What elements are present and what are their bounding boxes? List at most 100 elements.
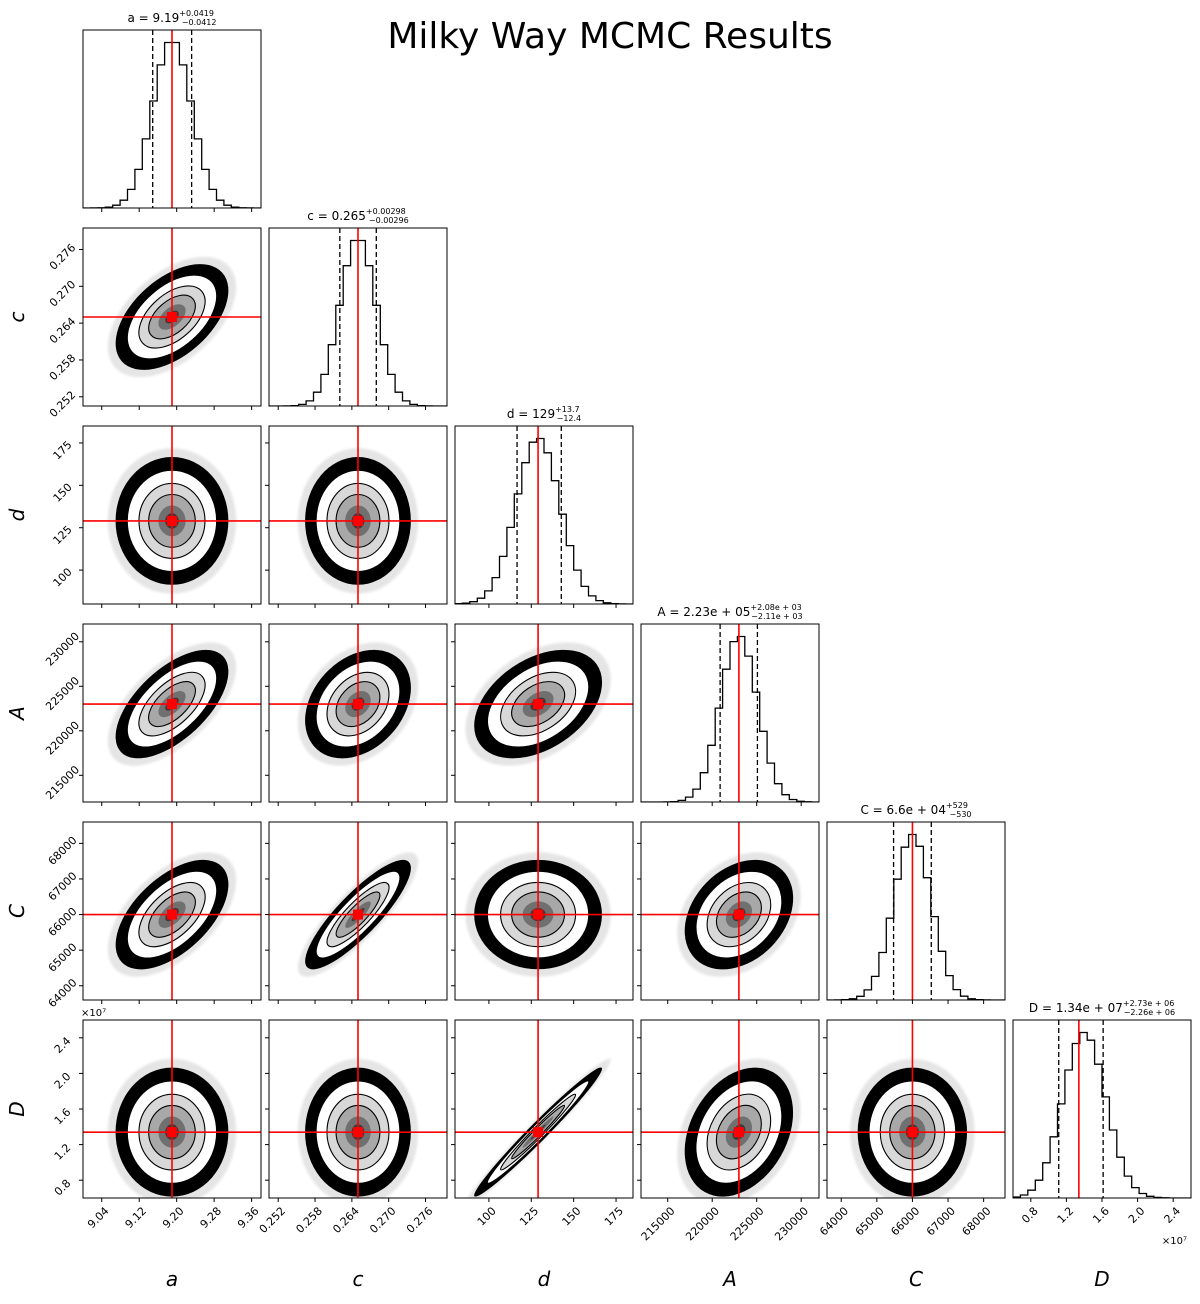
contour-0-A-D bbox=[695, 1080, 783, 1184]
y-tick-label-C: 64000 bbox=[46, 976, 80, 1010]
y-tick-label-A: 220000 bbox=[43, 719, 82, 758]
histogram-d bbox=[455, 437, 633, 604]
contour-0-a-C bbox=[126, 870, 218, 959]
x-axis-label-c: c bbox=[353, 1267, 364, 1291]
panel-D-a bbox=[79, 1019, 262, 1202]
x-tick-label-A: 230000 bbox=[772, 1204, 811, 1243]
y-tick-label-c: 0.276 bbox=[47, 241, 78, 272]
truth-marker-A-D bbox=[733, 1127, 744, 1138]
y-axis-label-c: c bbox=[5, 312, 29, 323]
contour-2-A-D bbox=[715, 1104, 762, 1160]
x-tick-label-c: 0.264 bbox=[330, 1204, 361, 1235]
panel-D-d bbox=[451, 1019, 634, 1202]
y-tick-label-c: 0.258 bbox=[47, 352, 78, 383]
x-tick-label-a: 9.12 bbox=[123, 1204, 150, 1231]
truth-marker-a-D bbox=[167, 1127, 177, 1138]
truth-marker-d-C bbox=[533, 909, 544, 920]
contour-1-a-C bbox=[138, 881, 206, 948]
x-axis-label-C: C bbox=[909, 1267, 923, 1291]
y-tick-label-C: 65000 bbox=[46, 941, 80, 975]
panel-D-C bbox=[823, 1019, 1006, 1202]
panel-A-d bbox=[451, 623, 634, 806]
x-axis-label-A: A bbox=[721, 1267, 737, 1291]
y-tick-label-C: 67000 bbox=[46, 869, 80, 903]
y-tick-label-d: 125 bbox=[51, 523, 75, 547]
y-axis-label-d: d bbox=[5, 508, 29, 521]
x-tick-label-d: 125 bbox=[517, 1204, 541, 1228]
x-tick-label-D: 2.0 bbox=[1126, 1204, 1148, 1226]
x-tick-label-a: 9.04 bbox=[85, 1204, 112, 1231]
panel-frame-C-A bbox=[640, 821, 820, 1001]
panel-C-c bbox=[265, 821, 448, 1004]
histogram-title-d: d = 129+13.7 −12.4 bbox=[507, 405, 581, 423]
panel-D-D: D = 1.34e + 07+2.73e + 06 −2.26e + 06 bbox=[1012, 999, 1192, 1202]
y-tick-label-D: 2.0 bbox=[52, 1070, 74, 1092]
x-tick-label-c: 0.252 bbox=[257, 1204, 288, 1235]
contour-2-c-A bbox=[335, 681, 381, 728]
x-tick-label-d: 175 bbox=[602, 1204, 626, 1228]
panel-frame-C-c bbox=[268, 821, 448, 1001]
truth-marker-c-C bbox=[353, 909, 363, 920]
y-tick-label-D: 1.2 bbox=[52, 1141, 74, 1163]
x-tick-label-A: 225000 bbox=[728, 1204, 767, 1243]
panel-frame-a-a bbox=[82, 29, 262, 209]
x-tick-label-C: 66000 bbox=[888, 1204, 922, 1238]
panel-C-C: C = 6.6e + 04+529 −530 bbox=[826, 801, 1006, 1004]
panel-C-a bbox=[79, 821, 262, 1004]
panel-frame-c-a bbox=[82, 227, 262, 407]
truth-marker-c-d bbox=[353, 515, 363, 526]
histogram-title-c: c = 0.265+0.00298 −0.00296 bbox=[307, 207, 408, 225]
y-tick-label-D: 1.6 bbox=[52, 1106, 74, 1128]
contour-0-c-C bbox=[315, 870, 401, 959]
truth-marker-a-d bbox=[167, 515, 177, 526]
panel-frame-A-d bbox=[454, 623, 634, 803]
x-tick-label-c: 0.270 bbox=[367, 1204, 398, 1235]
histogram-title-D: D = 1.34e + 07+2.73e + 06 −2.26e + 06 bbox=[1029, 999, 1175, 1017]
x-tick-label-D: 0.8 bbox=[1019, 1204, 1041, 1226]
contour-1-c-C bbox=[326, 882, 390, 948]
truth-marker-c-D bbox=[353, 1127, 363, 1138]
y-tick-label-c: 0.252 bbox=[47, 388, 78, 419]
truth-marker-d-D bbox=[533, 1127, 544, 1138]
y-tick-label-C: 66000 bbox=[46, 905, 80, 939]
y-tick-label-D: 0.8 bbox=[52, 1177, 74, 1199]
contour-0-a-c bbox=[126, 274, 218, 360]
x-tick-label-C: 67000 bbox=[924, 1204, 958, 1238]
y-axis-label-C: C bbox=[5, 904, 29, 918]
histogram-A bbox=[641, 635, 819, 802]
panel-frame-D-d bbox=[454, 1019, 634, 1199]
contour-2-A-C bbox=[715, 891, 762, 938]
panel-C-d bbox=[451, 821, 634, 1004]
contour-2-a-A bbox=[148, 681, 196, 728]
panel-D-c bbox=[265, 1019, 448, 1202]
contour-0-d-D bbox=[486, 1080, 590, 1184]
y-tick-label-A: 215000 bbox=[43, 763, 82, 802]
panel-c-a bbox=[79, 227, 262, 410]
histogram-D bbox=[1013, 1031, 1191, 1198]
y-tick-label-A: 225000 bbox=[43, 674, 82, 713]
panel-D-A bbox=[637, 1019, 820, 1202]
contour-1-c-A bbox=[326, 671, 390, 737]
panel-C-A bbox=[637, 821, 820, 1004]
x-tick-label-D: 2.4 bbox=[1162, 1204, 1184, 1226]
contour-0-A-C bbox=[695, 870, 783, 959]
x-tick-label-C: 68000 bbox=[960, 1204, 994, 1238]
truth-marker-a-c bbox=[167, 312, 177, 322]
y-tick-label-A: 230000 bbox=[43, 630, 82, 669]
panel-frame-D-D bbox=[1012, 1019, 1192, 1199]
panel-c-c: c = 0.265+0.00298 −0.00296 bbox=[268, 207, 448, 410]
y-tick-label-c: 0.270 bbox=[47, 278, 78, 309]
truth-marker-d-A bbox=[533, 699, 544, 710]
truth-marker-a-C bbox=[167, 909, 177, 920]
contour-1-A-C bbox=[706, 882, 772, 948]
y-tick-label-d: 100 bbox=[51, 566, 75, 590]
panel-frame-A-A bbox=[640, 623, 820, 803]
x-tick-label-d: 150 bbox=[560, 1204, 584, 1228]
contour-0-a-A bbox=[126, 660, 218, 748]
truth-marker-a-A bbox=[167, 699, 177, 710]
contour-1-a-c bbox=[138, 285, 206, 349]
truth-marker-c-A bbox=[353, 699, 363, 710]
x-tick-label-c: 0.258 bbox=[293, 1204, 324, 1235]
histogram-title-A: A = 2.23e + 05+2.08e + 03 −2.11e + 03 bbox=[657, 603, 802, 621]
contour-2-d-A bbox=[511, 681, 566, 728]
